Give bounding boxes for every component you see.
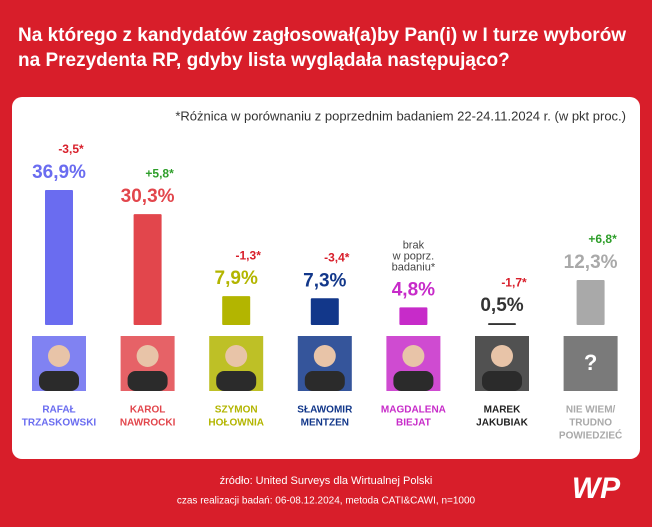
note: *Różnica w porównaniu z poprzednim badan… — [175, 108, 626, 123]
change-label: -3,4* — [324, 250, 350, 264]
value-label: 7,3% — [303, 270, 346, 291]
candidate-name: BIEJAT — [396, 418, 431, 429]
candidate-name: MAREK — [484, 405, 521, 416]
source: czas realizacji badań: 06-08.12.2024, me… — [177, 496, 476, 507]
title: Na którego z kandydatów zagłosował(a)by … — [18, 25, 626, 46]
photo-body — [482, 371, 522, 391]
value-label: 0,5% — [480, 295, 523, 316]
value-label: 36,9% — [32, 162, 86, 183]
photo-head — [313, 345, 336, 367]
candidate-name: RAFAŁ — [42, 405, 75, 416]
candidate-name: MAGDALENA — [381, 405, 446, 416]
photo-body — [304, 371, 345, 391]
photo-body — [39, 371, 79, 391]
bar — [222, 296, 251, 325]
change-label: brak — [403, 239, 425, 251]
photo-body — [127, 371, 168, 391]
candidate-name: JAKUBIAK — [476, 418, 528, 429]
candidate-name: POWIEDZIEĆ — [559, 429, 622, 442]
change-label: +5,8* — [145, 166, 174, 180]
photo-head — [136, 345, 159, 367]
candidate-name: KAROL — [130, 405, 166, 416]
photo-head — [491, 345, 513, 367]
candidate-name: NAWROCKI — [120, 418, 176, 429]
bar — [399, 307, 428, 325]
candidate-name: NIE WIEM/ — [566, 405, 616, 416]
change-label: w poprz. — [392, 250, 435, 262]
candidate-name: MENTZEN — [301, 418, 349, 429]
value-label: 7,9% — [215, 268, 258, 289]
value-label: 12,3% — [564, 252, 618, 273]
photo-head — [402, 345, 425, 367]
photo — [563, 336, 618, 391]
value-label: 4,8% — [392, 279, 435, 300]
candidate-name: TRZASKOWSKI — [22, 418, 97, 429]
bar — [45, 189, 73, 325]
candidate-name: SŁAWOMIR — [297, 405, 353, 416]
bar — [488, 323, 516, 325]
bar — [133, 214, 162, 325]
logo: WP — [572, 472, 621, 505]
candidate-name: TRUDNO — [569, 418, 612, 429]
photo-head — [225, 345, 248, 367]
title: na Prezydenta RP, gdyby lista wyglądała … — [18, 50, 510, 71]
candidate-name: HOŁOWNIA — [208, 418, 264, 429]
photo-body — [216, 371, 257, 391]
bar — [310, 298, 339, 325]
source: źródło: United Surveys dla Wirtualnej Po… — [220, 475, 433, 487]
change-label: -1,7* — [501, 275, 527, 289]
photo-head — [48, 345, 70, 367]
bar — [576, 279, 605, 325]
photo-body — [393, 371, 434, 391]
change-label: +6,8* — [588, 232, 617, 246]
change-label: -1,3* — [236, 248, 262, 262]
candidate-name: SZYMON — [215, 405, 258, 416]
unknown-symbol: ? — [584, 350, 597, 375]
change-label: badaniu* — [392, 261, 436, 273]
value-label: 30,3% — [121, 186, 175, 207]
change-label: -3,5* — [58, 142, 84, 156]
